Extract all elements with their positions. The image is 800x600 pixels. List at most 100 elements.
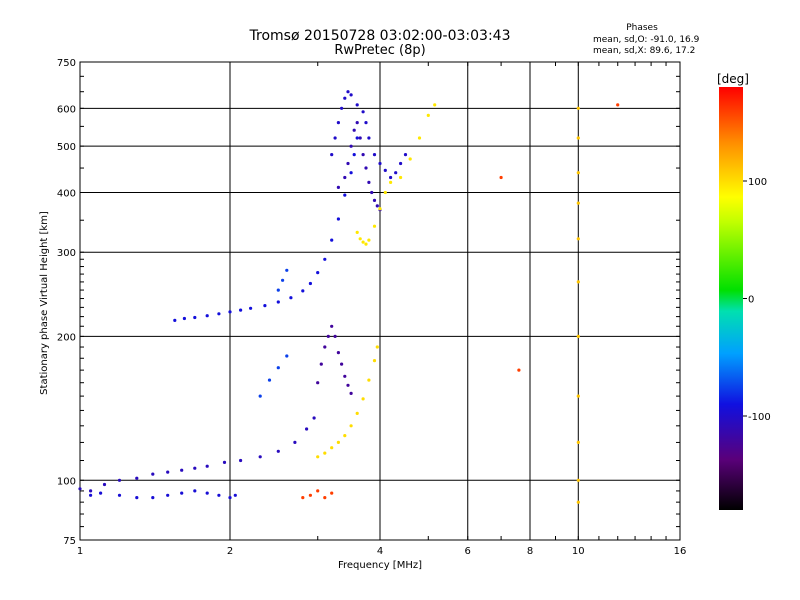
data-point — [117, 478, 122, 482]
data-point — [305, 427, 309, 431]
phase-info-x: mean, sd,X: 89.6, 17.2 — [593, 46, 695, 56]
y-tick-label: 500 — [57, 142, 76, 153]
data-point — [372, 224, 377, 228]
data-point — [205, 491, 209, 495]
data-point — [361, 110, 365, 114]
data-point — [343, 175, 347, 180]
data-point — [323, 345, 327, 349]
data-point — [358, 136, 362, 140]
data-point — [576, 394, 580, 398]
colorbar-label: [deg] — [717, 72, 749, 86]
y-tick-label: 75 — [63, 536, 76, 547]
data-point — [517, 368, 521, 372]
data-point — [330, 491, 334, 495]
y-axis-label: Stationary phase Virtual Height [km] — [39, 211, 50, 395]
data-point — [276, 288, 280, 292]
data-point — [352, 128, 356, 132]
data-point — [312, 416, 316, 420]
data-point — [576, 500, 580, 504]
data-point — [383, 168, 387, 172]
data-point — [333, 334, 337, 338]
data-point — [293, 440, 297, 444]
data-point — [399, 161, 403, 166]
data-point — [576, 201, 580, 205]
data-point — [316, 489, 320, 493]
data-point — [349, 93, 353, 97]
data-point — [383, 190, 387, 195]
data-point — [135, 496, 139, 500]
data-point — [346, 161, 350, 166]
chart-title: Tromsø 20150728 03:02:00-03:03:43 — [249, 28, 511, 44]
data-point — [375, 345, 379, 349]
data-point — [336, 440, 340, 444]
data-point — [336, 351, 340, 355]
data-point — [399, 175, 403, 180]
x-tick-label: 6 — [465, 546, 471, 557]
data-point — [576, 478, 580, 482]
data-point — [217, 312, 221, 316]
data-point — [358, 237, 362, 241]
data-point — [389, 175, 393, 180]
data-point — [166, 493, 170, 497]
data-point — [355, 230, 359, 234]
data-point — [343, 193, 347, 197]
data-point — [576, 280, 580, 284]
data-point — [330, 446, 334, 450]
data-point — [426, 113, 430, 117]
x-axis-label: Frequency [MHz] — [338, 560, 422, 571]
data-point — [349, 144, 353, 148]
data-point — [316, 455, 320, 459]
data-point — [89, 493, 93, 497]
y-tick-label: 400 — [57, 188, 76, 199]
data-point — [117, 493, 122, 497]
data-point — [205, 314, 209, 318]
data-point — [349, 171, 353, 175]
data-point — [394, 171, 398, 175]
x-tick-label: 10 — [572, 546, 585, 557]
data-point — [340, 106, 344, 110]
data-point — [433, 103, 437, 107]
data-point — [576, 171, 580, 175]
phase-info-heading: Phases — [626, 23, 658, 33]
data-point — [308, 493, 312, 497]
data-point — [355, 103, 359, 107]
data-point — [364, 166, 368, 170]
data-point — [258, 455, 262, 459]
data-point — [326, 334, 330, 338]
data-point — [267, 378, 272, 382]
data-point — [323, 257, 327, 261]
data-point — [316, 381, 320, 385]
data-point — [276, 366, 280, 370]
data-point — [364, 121, 368, 125]
y-tick-label: 100 — [57, 476, 76, 487]
data-point — [99, 491, 103, 495]
data-point — [239, 308, 243, 312]
data-point — [346, 383, 350, 387]
data-point — [576, 440, 580, 444]
data-point — [576, 334, 580, 338]
data-point — [89, 489, 93, 493]
data-point — [193, 466, 197, 470]
data-point — [330, 238, 334, 242]
data-point — [233, 493, 237, 497]
data-point — [263, 304, 267, 308]
data-point — [135, 476, 139, 480]
x-tick-label: 16 — [674, 546, 687, 557]
data-point — [285, 268, 289, 272]
data-point — [333, 136, 337, 140]
data-point — [352, 153, 356, 157]
data-point — [364, 242, 368, 246]
data-point — [336, 185, 340, 189]
data-point — [367, 378, 371, 382]
data-point — [222, 460, 227, 464]
data-point — [389, 180, 393, 184]
data-point — [378, 161, 382, 166]
data-point — [372, 198, 377, 202]
data-point — [361, 397, 365, 401]
data-point — [576, 136, 580, 140]
x-tick-label: 1 — [77, 546, 83, 557]
data-point — [319, 362, 323, 366]
data-point — [78, 487, 82, 491]
data-point — [372, 153, 377, 157]
colorbar-tick-label: -100 — [748, 412, 771, 423]
